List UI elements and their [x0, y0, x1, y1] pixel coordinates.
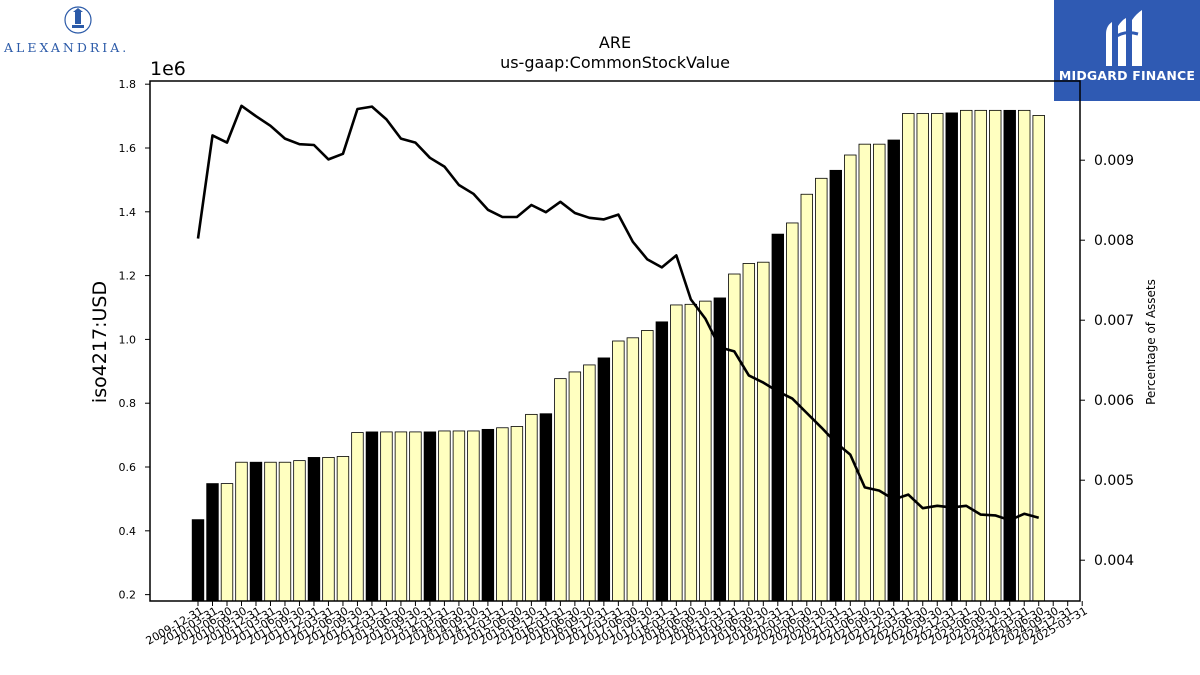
y-axis-label: iso4217:USD [89, 281, 111, 403]
bar [757, 261, 770, 602]
bar [409, 431, 422, 602]
bar [438, 430, 451, 602]
bar [989, 109, 1002, 602]
bar [786, 222, 799, 602]
y-tick-label: 0.2 [119, 589, 137, 602]
bar [423, 431, 437, 602]
bar [568, 371, 582, 602]
y-tick-label: 0.8 [119, 397, 137, 410]
bar [278, 461, 292, 602]
y2-tick-label: 0.004 [1094, 553, 1134, 569]
midgard-mark-icon [1106, 10, 1142, 66]
bar [873, 143, 886, 602]
chart-title: ARE [599, 33, 631, 52]
bar [554, 378, 567, 602]
bar [467, 430, 480, 602]
plot-frame [149, 80, 1081, 602]
midgard-finance-logo: MIDGARD FINANCE [1054, 0, 1200, 101]
bar [1018, 109, 1031, 602]
bar [510, 426, 524, 602]
y-tick-label: 0.4 [119, 525, 137, 538]
bar [742, 263, 756, 602]
alexandria-wordmark: ALEXANDRIA. [4, 40, 130, 55]
bar [713, 297, 727, 602]
right-y-axis: 0.004 0.005 0.006 0.007 0.008 0.009 [1080, 153, 1134, 569]
bar [452, 430, 466, 602]
bar [264, 461, 277, 602]
bar [844, 154, 857, 602]
left-y-axis: 0.2 0.4 0.6 0.8 1.0 1.2 1.4 1.6 1.8 [119, 78, 150, 602]
alexandria-logo: ALEXANDRIA. [4, 4, 154, 56]
bar [496, 427, 509, 602]
bar [670, 304, 683, 602]
bar [699, 300, 712, 602]
y2-tick-label: 0.008 [1094, 233, 1134, 249]
y2-tick-label: 0.005 [1094, 473, 1134, 489]
bar [655, 321, 669, 602]
bar [351, 432, 364, 602]
y-axis-multiplier: 1e6 [150, 58, 186, 80]
line-layer [196, 104, 1040, 522]
bar [974, 109, 987, 602]
bar [322, 457, 335, 602]
y-tick-label: 1.4 [119, 206, 137, 219]
bar [235, 461, 248, 602]
bar [206, 483, 219, 602]
chart-subtitle: us-gaap:CommonStockValue [500, 53, 730, 72]
bar [945, 112, 958, 602]
bar [249, 461, 263, 602]
bar [481, 428, 495, 602]
bar [394, 431, 408, 602]
bar [931, 113, 944, 602]
laurel-emblem-icon [64, 6, 92, 34]
bar [626, 337, 640, 602]
bar [612, 340, 625, 602]
bar [525, 413, 538, 602]
bar [800, 193, 814, 602]
midgard-wordmark: MIDGARD FINANCE [1058, 68, 1196, 83]
y2-tick-label: 0.009 [1094, 153, 1134, 169]
y2-tick-label: 0.006 [1094, 393, 1134, 409]
bar [815, 177, 828, 602]
bar [191, 519, 205, 602]
y-tick-label: 1.0 [119, 333, 137, 346]
bar [916, 113, 929, 602]
bar [1003, 109, 1016, 602]
bar [293, 460, 306, 602]
bar [307, 457, 321, 602]
y2-tick-label: 0.007 [1094, 313, 1134, 329]
bar [960, 109, 973, 602]
y-tick-label: 1.6 [119, 142, 137, 155]
bar [365, 431, 379, 602]
bar [220, 483, 234, 602]
bar [829, 169, 842, 602]
x-axis: 2009-12-312010-03-312010-06-302010-09-30… [144, 601, 1090, 648]
bar [902, 113, 915, 602]
y2-axis-label: Percentage of Assets [1144, 279, 1158, 405]
bar [597, 357, 611, 602]
percentage-of-assets-line [196, 104, 1040, 522]
bar [583, 364, 596, 602]
bar [771, 233, 785, 602]
bar [684, 303, 698, 602]
bar [336, 456, 350, 602]
y-tick-label: 1.2 [119, 270, 137, 283]
bar [858, 143, 871, 602]
bar [1032, 115, 1045, 602]
bars-group [191, 109, 1045, 602]
bar [641, 330, 654, 602]
bar [728, 273, 741, 602]
y-tick-label: 0.6 [119, 461, 137, 474]
bar [539, 413, 553, 602]
y-tick-label: 1.8 [119, 78, 137, 91]
bar [887, 139, 900, 602]
bar [380, 431, 393, 602]
